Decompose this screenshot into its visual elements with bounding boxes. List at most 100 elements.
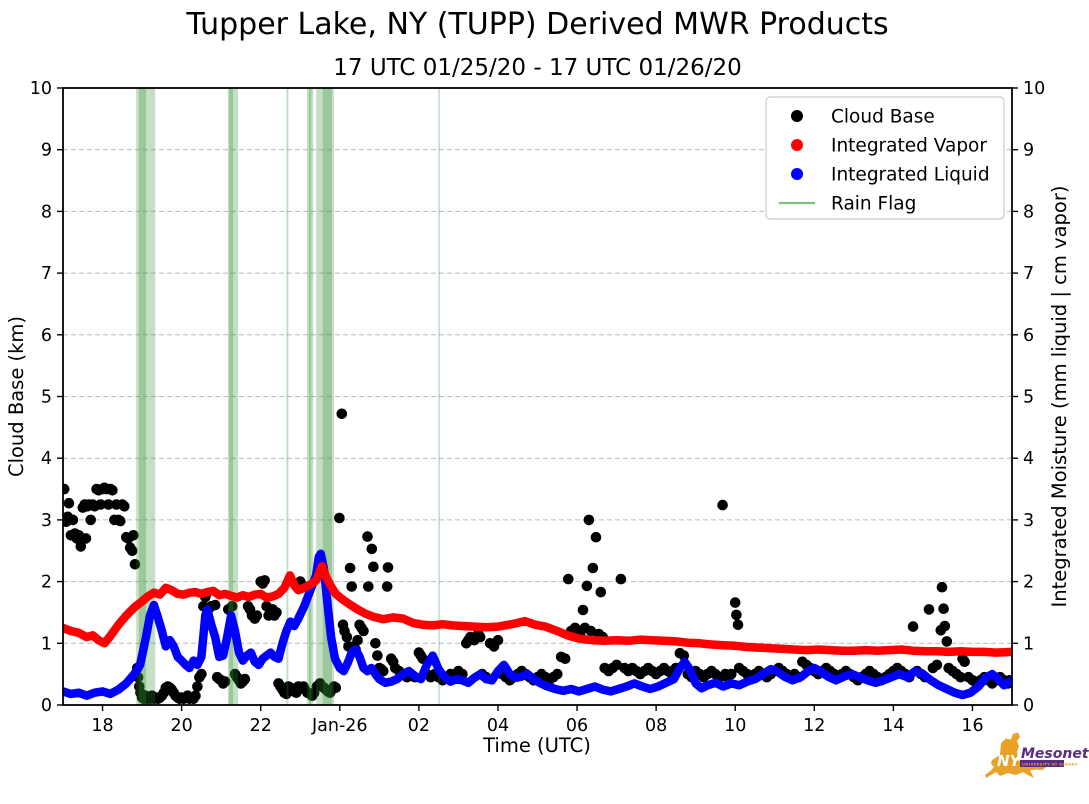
cloud-base-point — [363, 581, 374, 592]
y-tick-label-right: 5 — [1023, 388, 1034, 408]
cloud-base-point — [192, 681, 203, 692]
cloud-base-point — [382, 562, 394, 573]
nys-mesonet-logo: NYS Mesonet UNIVERSITY AT ALBANY — [985, 732, 1089, 778]
cloud-base-point — [732, 619, 744, 631]
y-tick-label-left: 1 — [41, 634, 52, 654]
cloud-base-point — [923, 604, 935, 615]
cloud-base-point — [209, 599, 221, 611]
cloud-base-point — [372, 650, 383, 661]
rain-flag-band-9 — [438, 88, 440, 705]
cloud-base-point — [362, 531, 373, 542]
gridlines — [63, 149, 1012, 644]
cloud-base-point — [330, 682, 342, 693]
cloud-base-point — [80, 533, 92, 544]
y-tick-label-left: 0 — [41, 696, 52, 716]
cloud-base-point — [492, 634, 504, 646]
logo-wordmark-bg — [1020, 746, 1064, 760]
cloud-base-point — [75, 541, 87, 552]
y-tick-label-left: 10 — [30, 79, 52, 99]
cloud-base-point — [344, 562, 356, 574]
rain-flag-band-0 — [136, 88, 156, 705]
cloud-base-point — [731, 609, 742, 621]
cloud-base-point — [115, 515, 126, 527]
integrated-liquid-line — [63, 549, 1012, 700]
cloud-base-point — [941, 636, 953, 647]
cloud-base-point — [67, 514, 79, 526]
rain-flag-band-2 — [227, 88, 239, 705]
y-axis-label-right: Integrated Moisture (mm liquid | cm vapo… — [1048, 186, 1071, 608]
legend-box — [765, 96, 1005, 220]
x-tick-label: 18 — [91, 716, 113, 736]
cloud-base-point — [103, 499, 114, 510]
cloud-base-point — [190, 690, 201, 701]
rain-flag-band-4 — [286, 88, 289, 705]
cloud-base-point — [581, 580, 593, 592]
y-tick-label-right: 8 — [1023, 202, 1034, 222]
rain-flag-band-6 — [308, 88, 312, 705]
cloud-base-point — [717, 499, 728, 511]
cloud-base-point — [259, 575, 271, 586]
x-tick-label: 20 — [170, 716, 192, 736]
legend-label-integrated-liquid: Integrated Liquid — [831, 165, 990, 186]
legend-marker-integrated-liquid — [791, 168, 803, 180]
y-tick-label-right: 7 — [1023, 264, 1034, 284]
rain-flag-band-8 — [322, 88, 332, 705]
integrated-vapor-line — [63, 561, 1012, 657]
cloud-base-point — [226, 601, 238, 612]
legend-label-rain-flag: Rain Flag — [831, 194, 916, 215]
cloud-base-point — [381, 581, 393, 592]
x-tick-label: 04 — [487, 716, 509, 736]
cloud-base-point — [341, 631, 353, 643]
cloud-base-point — [615, 573, 627, 585]
x-tick-label: Jan-26 — [311, 716, 368, 736]
page-title: Tupper Lake, NY (TUPP) Derived MWR Produ… — [186, 7, 889, 42]
legend-marker-cloud-base — [791, 110, 803, 122]
y-tick-label-right: 1 — [1023, 634, 1034, 654]
cloud-base-point — [959, 656, 970, 668]
cloud-base-point — [955, 671, 966, 683]
rain-flag-bands — [136, 88, 440, 705]
y-tick-label-left: 8 — [41, 202, 52, 222]
x-tick-label: 14 — [882, 716, 904, 736]
legend-label-integrated-vapor: Integrated Vapor — [831, 136, 987, 157]
cloud-base-point — [346, 581, 358, 592]
logo-tagline-bar — [1020, 760, 1064, 767]
cloud-base-point — [474, 631, 486, 643]
cloud-base-point — [119, 501, 130, 512]
y-tick-label-right: 9 — [1023, 141, 1034, 161]
cloud-base-point — [378, 665, 389, 677]
cloud-base-point — [85, 514, 96, 526]
cloud-base-point — [129, 559, 141, 570]
y-tick-label-left: 5 — [41, 388, 52, 408]
y-tick-label-left: 3 — [41, 511, 52, 531]
cloud-base-point — [352, 634, 363, 646]
x-tick-label: 22 — [250, 716, 272, 736]
cloud-base-point — [936, 581, 948, 593]
moisture-series — [63, 549, 1012, 700]
cloud-base-point — [370, 638, 381, 649]
cloud-base-point — [368, 561, 379, 573]
legend-label-cloud-base: Cloud Base — [831, 107, 935, 128]
rain-flag-band-3 — [229, 88, 234, 705]
cloud-base-point — [563, 573, 574, 585]
legend: Cloud Base Integrated Vapor Integrated L… — [765, 96, 1005, 220]
y-tick-label-left: 9 — [41, 141, 52, 161]
x-tick-label: 06 — [566, 716, 588, 736]
chart-subtitle: 17 UTC 01/25/20 - 17 UTC 01/26/20 — [333, 55, 742, 81]
y-tick-label-right: 3 — [1023, 511, 1034, 531]
x-tick-label: 08 — [645, 716, 667, 736]
axis-ticks — [57, 87, 1018, 711]
y-tick-label-right: 4 — [1023, 449, 1034, 469]
x-tick-label: 02 — [408, 716, 430, 736]
tick-labels: 18 20 22 Jan-26 02 04 06 08 10 12 14 16012345678910… — [30, 79, 1046, 736]
cloud-base-point — [358, 625, 369, 637]
y-tick-label-right: 2 — [1023, 573, 1034, 593]
x-tick-label: 10 — [724, 716, 746, 736]
cloud-base-point — [595, 586, 607, 598]
cloud-base-point — [336, 408, 348, 420]
cloud-base-point — [63, 483, 70, 495]
legend-marker-integrated-vapor — [791, 139, 803, 151]
cloud-base-point — [366, 543, 378, 555]
